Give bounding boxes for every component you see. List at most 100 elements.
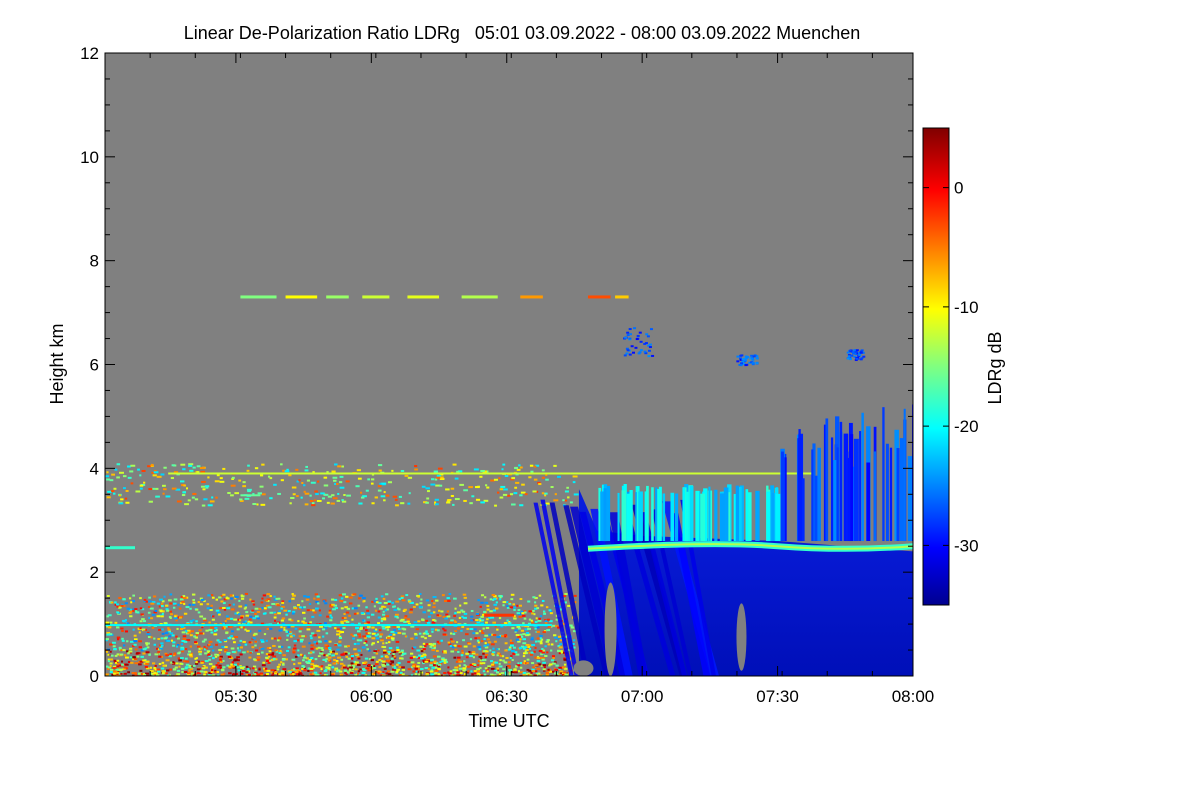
upper-aerosol-speckle [564, 499, 568, 502]
aerosol-speckle [482, 627, 485, 630]
aerosol-speckle [564, 593, 568, 596]
aerosol-speckle [328, 625, 332, 628]
upper-aerosol-speckle [473, 468, 479, 471]
aerosol-speckle [463, 673, 467, 676]
aerosol-speckle [338, 631, 342, 634]
aerosol-speckle [338, 636, 343, 639]
aerosol-speckle [472, 651, 476, 654]
aerosol-speckle [189, 655, 193, 658]
aerosol-speckle [148, 600, 152, 603]
aerosol-speckle [385, 593, 389, 596]
aerosol-speckle [416, 657, 421, 660]
aerosol-speckle [139, 660, 144, 663]
aerosol-speckle [549, 610, 553, 613]
aerosol-speckle [179, 601, 183, 604]
aerosol-speckle [214, 630, 217, 633]
aerosol-speckle [544, 645, 547, 648]
aerosol-speckle [462, 667, 466, 670]
aerosol-speckle [452, 673, 456, 676]
aerosol-speckle [398, 674, 402, 676]
aerosol-speckle [110, 601, 114, 604]
aerosol-speckle [116, 653, 120, 656]
aerosol-speckle [417, 595, 420, 598]
cloud-fiber [727, 492, 731, 542]
aerosol-speckle [225, 632, 228, 635]
aerosol-speckle [105, 650, 109, 653]
fall-streak [563, 505, 610, 676]
aerosol-speckle [431, 630, 434, 633]
aerosol-speckle [324, 602, 328, 605]
aerosol-speckle [368, 658, 372, 661]
aerosol-speckle [516, 604, 519, 607]
aerosol-speckle [306, 609, 310, 612]
upper-aerosol-speckle [333, 479, 337, 482]
aerosol-speckle [336, 630, 341, 633]
aerosol-speckle [282, 654, 286, 657]
aerosol-speckle [160, 605, 164, 608]
x-tick-label: 07:30 [756, 687, 799, 706]
upper-aerosol-speckle [400, 469, 405, 472]
aerosol-speckle [203, 645, 206, 648]
aerosol-speckle [343, 612, 346, 615]
aerosol-speckle [112, 672, 117, 675]
aerosol-speckle [161, 610, 165, 613]
upper-aerosol-speckle [452, 503, 455, 506]
aerosol-speckle [339, 662, 344, 665]
aerosol-speckle [290, 619, 294, 622]
aerosol-speckle [509, 606, 514, 609]
upper-aerosol-speckle [113, 492, 116, 495]
upper-aerosol-speckle [256, 503, 259, 506]
aerosol-speckle [147, 611, 151, 614]
aerosol-speckle [538, 650, 543, 653]
upper-aerosol-speckle [506, 494, 511, 497]
aerosol-speckle [224, 650, 227, 653]
aerosol-speckle [416, 649, 421, 652]
aerosol-speckle [211, 674, 215, 676]
cloud-fiber [771, 492, 777, 542]
aerosol-speckle [247, 622, 250, 625]
aerosol-speckle [220, 673, 225, 676]
aerosol-speckle [528, 669, 532, 672]
aerosol-speckle [180, 646, 185, 649]
aerosol-speckle [116, 638, 120, 641]
aerosol-speckle [129, 656, 133, 659]
aerosol-speckle [307, 660, 312, 663]
cloud-base-core [587, 543, 913, 550]
aerosol-speckle [477, 670, 481, 673]
aerosol-speckle [534, 597, 538, 600]
aerosol-speckle [267, 606, 272, 609]
aerosol-speckle [309, 668, 314, 671]
y-tick-label: 0 [90, 667, 99, 686]
aerosol-speckle [385, 626, 390, 629]
aerosol-speckle [527, 600, 531, 603]
aerosol-speckle [487, 665, 492, 668]
aerosol-speckle [528, 651, 531, 654]
aerosol-speckle [392, 633, 396, 636]
aerosol-speckle [447, 671, 452, 674]
upper-aerosol-speckle [222, 467, 226, 470]
aerosol-speckle [437, 663, 442, 666]
upper-aerosol-speckle [469, 502, 473, 505]
aerosol-speckle [387, 637, 391, 640]
aerosol-speckle [208, 655, 212, 658]
aerosol-speckle [192, 598, 195, 601]
aerosol-speckle [472, 656, 475, 659]
mid-cloud-cell [740, 354, 744, 357]
aerosol-speckle [220, 600, 224, 603]
aerosol-speckle [244, 620, 247, 623]
upper-aerosol-speckle [196, 465, 201, 468]
aerosol-speckle [522, 662, 525, 665]
aerosol-speckle [512, 652, 516, 655]
aerosol-speckle [480, 630, 483, 633]
aerosol-speckle [308, 602, 312, 605]
aerosol-speckle [343, 625, 346, 628]
aerosol-speckle [540, 604, 544, 607]
aerosol-speckle [486, 670, 489, 673]
aerosol-speckle [508, 620, 511, 623]
aerosol-speckle [494, 625, 497, 628]
aerosol-speckle [191, 593, 196, 596]
aerosol-speckle [133, 672, 137, 675]
aerosol-speckle [373, 672, 376, 675]
upper-aerosol-speckle [514, 486, 518, 489]
aerosol-speckle [231, 661, 235, 664]
